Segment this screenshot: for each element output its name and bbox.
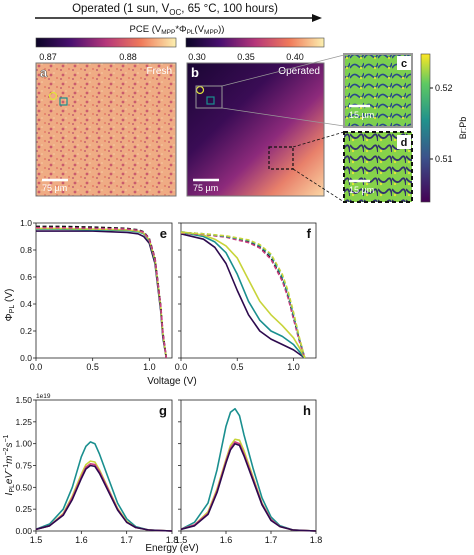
ytick-label-e-1: 0.2 [20, 326, 32, 336]
colorbar-brpb-label: Br:Pb [458, 117, 468, 140]
map-a-teal-marker [59, 97, 68, 106]
series-line-f-2 [180, 231, 306, 359]
xtick-label-h-2: 1.7 [265, 535, 278, 545]
inset-c-scale-label: 15 µm [349, 110, 374, 120]
connector-d-bottom [292, 168, 345, 203]
map-b-image [187, 63, 324, 196]
chart-panel-e: 0.0 0.5 1.0 0.0 0.2 0.4 0.6 0.8 1.0 e [20, 218, 173, 372]
inset-c: c 15 µm [343, 53, 413, 128]
ytick-label-g-2: 0.50 [15, 482, 32, 492]
colorbar-operated-tick-1: 0.30 [188, 52, 206, 62]
map-a-image [36, 63, 176, 196]
colorbar-operated-tick-3: 0.40 [286, 52, 304, 62]
ytick-label-g-6: 1.50 [15, 395, 32, 405]
ytick-label-e-5: 1.0 [20, 218, 32, 228]
map-a-caption: Fresh [146, 66, 172, 77]
ylabel-e: ΦPL (V) [4, 289, 16, 322]
colorbar-operated-tick-2: 0.35 [237, 52, 255, 62]
xlabel-gh: Energy (eV) [145, 543, 198, 554]
chart-panel-g: 1.5 1.6 1.7 1.8 0.00 0.25 0.50 0.75 1.00 1.25 1.50… [15, 395, 178, 545]
map-b-caption: Operated [278, 66, 320, 77]
pce-label: PCE (VMPP*ΦPL(VMPP)) [130, 24, 225, 36]
series-line-h-3 [180, 442, 317, 532]
colorbar-operated: 0.30 0.35 0.40 [185, 37, 325, 62]
colorbar-brpb: 0.52 0.51 Br:Pb [420, 53, 468, 203]
inset-d-letter: d [401, 137, 408, 149]
colorbar-fresh-tick-1: 0.87 [39, 52, 57, 62]
colorbar-fresh-tick-2: 0.88 [119, 52, 137, 62]
map-b-zoom-d-box [268, 146, 294, 170]
map-b: b Operated 75 µm [186, 62, 325, 197]
map-a: a Fresh 75 µm [35, 62, 177, 197]
series-line-f-6 [180, 231, 306, 359]
colorbar-brpb-tick-1: 0.52 [435, 83, 453, 93]
xtick-label-f-1: 0.5 [231, 362, 244, 372]
series-line-g-0 [35, 441, 173, 532]
xtick-label-g-1: 1.6 [75, 535, 88, 545]
exponent-label-g: 1e19 [36, 393, 51, 400]
chart-panel-f: 0.0 0.5 1.0 f [175, 222, 317, 372]
connector-d-top [292, 131, 345, 148]
ytick-label-e-3: 0.6 [20, 272, 32, 282]
xtick-label-h-3: 1.8 [310, 535, 323, 545]
colorbar-brpb-tick-2: 0.51 [435, 154, 453, 164]
xtick-label-h-1: 1.6 [220, 535, 233, 545]
xtick-label-h-0: 1.5 [175, 535, 188, 545]
series-line-h-0 [180, 407, 317, 532]
panel-letter-f: f [307, 226, 312, 241]
ytick-label-g-5: 1.25 [15, 417, 32, 427]
xtick-label-e-0: 0.0 [30, 362, 43, 372]
series-line-g-3 [35, 464, 173, 532]
header-arrow-head [312, 14, 322, 22]
ylabel-g: IPLeV−1m−2s−1 [3, 434, 16, 495]
ytick-label-e-0: 0.0 [20, 353, 32, 363]
xtick-label-g-3: 1.8 [166, 535, 179, 545]
connector-c-bottom [221, 107, 345, 127]
xtick-label-f-2: 1.0 [287, 362, 300, 372]
series-line-f-0 [180, 233, 306, 359]
ytick-label-g-3: 0.75 [15, 461, 32, 471]
xtick-label-f-0: 0.0 [175, 362, 188, 372]
ytick-label-g-4: 1.00 [15, 439, 32, 449]
colorbar-fresh-bar [35, 37, 177, 48]
panel-letter-g: g [159, 403, 167, 418]
map-a-yellow-marker [48, 91, 58, 101]
xtick-label-g-0: 1.5 [30, 535, 43, 545]
connector-c-top [221, 54, 345, 87]
panel-letter-h: h [303, 403, 311, 418]
axes-frame-e [35, 222, 173, 359]
axes-frame-f [180, 222, 317, 359]
map-b-teal-marker [206, 96, 215, 105]
series-line-f-1 [180, 231, 306, 359]
panel-letter-e: e [160, 226, 167, 241]
map-b-zoom-c-box [195, 85, 223, 109]
colorbar-operated-bar [185, 37, 325, 48]
colorbar-fresh: 0.87 0.88 [35, 37, 177, 62]
xtick-label-g-2: 1.7 [120, 535, 133, 545]
ytick-label-e-4: 0.8 [20, 245, 32, 255]
header-title: Operated (1 sun, VOC, 65 °C, 100 hours) [72, 3, 278, 17]
map-a-letter: a [40, 65, 48, 80]
ytick-label-g-0: 0.00 [15, 526, 32, 536]
map-a-scale-label: 75 µm [42, 183, 67, 193]
map-b-letter: b [191, 65, 199, 80]
inset-d: d 15 µm [343, 131, 413, 203]
header: Operated (1 sun, VOC, 65 °C, 100 hours) … [35, 3, 322, 36]
xtick-label-e-1: 0.5 [86, 362, 99, 372]
inset-d-scale-label: 15 µm [349, 185, 374, 195]
ytick-label-g-1: 0.25 [15, 504, 32, 514]
inset-c-letter: c [401, 58, 407, 70]
map-b-scale-label: 75 µm [193, 183, 218, 193]
chart-panel-h: 1.5 1.6 1.7 1.8 h [175, 399, 323, 545]
xtick-label-e-2: 1.0 [143, 362, 156, 372]
ytick-label-e-2: 0.4 [20, 299, 32, 309]
colorbar-brpb-bar [420, 53, 431, 203]
xlabel-ef: Voltage (V) [147, 376, 196, 387]
